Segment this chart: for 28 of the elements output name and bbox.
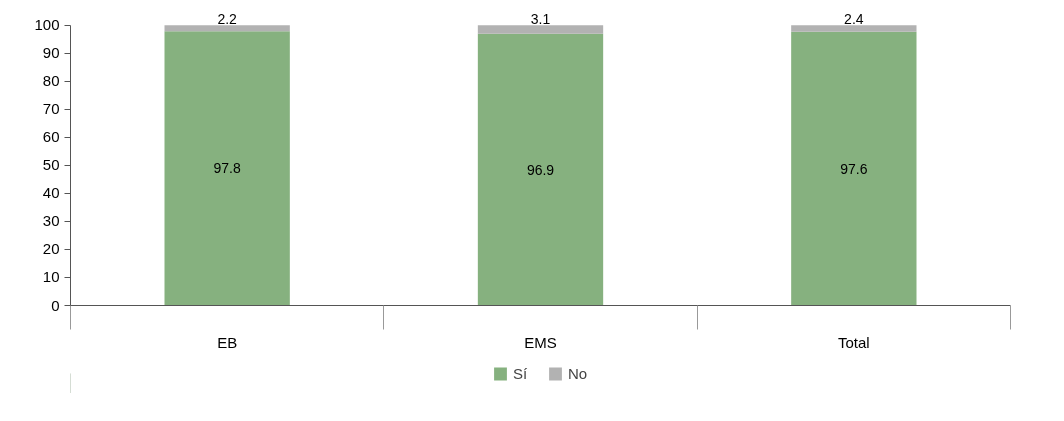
x-tick-label: EB [217,333,238,351]
y-tick-label: 50 [42,156,60,174]
data-label: 2.4 [844,11,864,28]
data-label: 97.8 [213,160,241,177]
legend-label: No [568,364,588,382]
y-tick-label: 30 [42,212,60,230]
data-label: 97.6 [840,160,868,177]
data-label: 2.2 [217,11,238,28]
y-tick-label: 60 [42,128,60,146]
x-tick-label: EMS [524,333,557,351]
bar [164,31,290,306]
y-tick-label: 20 [42,240,60,258]
y-tick-label: 90 [42,44,60,62]
bar [791,31,917,306]
y-tick-label: 100 [34,16,60,34]
bar [164,25,290,32]
bar [477,33,604,306]
y-tick-label: 0 [51,296,60,314]
data-label: 96.9 [526,161,555,178]
bar [477,25,604,34]
data-label: 3.1 [530,11,551,28]
y-tick-label: 80 [42,72,60,90]
bar [791,25,917,32]
y-tick-label: 70 [42,100,60,118]
y-tick-label: 40 [42,184,60,202]
y-tick-label: 10 [42,268,60,286]
legend-label: Sí [513,364,529,382]
x-tick-label: Total [837,333,870,351]
